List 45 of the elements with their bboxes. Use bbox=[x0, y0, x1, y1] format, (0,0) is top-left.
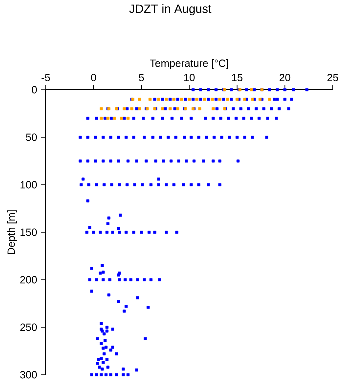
x-tick-label: 10 bbox=[184, 74, 195, 82]
y-tick-label: 250 bbox=[20, 324, 37, 332]
point bbox=[210, 98, 214, 102]
point bbox=[122, 108, 126, 111]
point bbox=[268, 98, 272, 102]
point bbox=[138, 108, 142, 111]
point bbox=[113, 117, 116, 120]
y-tick-label: 50 bbox=[26, 134, 38, 142]
y-tick-label: 100 bbox=[20, 181, 37, 189]
point bbox=[198, 108, 202, 111]
point bbox=[196, 98, 199, 102]
point bbox=[168, 108, 172, 111]
point bbox=[212, 108, 215, 111]
point bbox=[172, 98, 176, 102]
point bbox=[180, 98, 184, 102]
x-tick-label: 25 bbox=[328, 74, 338, 82]
point bbox=[218, 98, 222, 102]
point bbox=[126, 117, 130, 120]
point bbox=[226, 98, 230, 102]
point bbox=[164, 98, 168, 102]
point bbox=[100, 108, 103, 111]
y-tick-label: 0 bbox=[32, 86, 38, 94]
point bbox=[130, 108, 134, 111]
x-tick-label: 15 bbox=[232, 74, 243, 82]
x-tick-label: 0 bbox=[91, 74, 96, 82]
point bbox=[106, 117, 110, 120]
y-tick-label: 150 bbox=[20, 228, 37, 236]
y-tick-label: 300 bbox=[20, 371, 37, 379]
y-axis-title: Depth [m] bbox=[7, 210, 18, 254]
point bbox=[161, 108, 164, 111]
x-tick-label: 5 bbox=[139, 74, 144, 82]
point bbox=[250, 88, 254, 92]
point bbox=[203, 98, 206, 102]
point bbox=[157, 98, 160, 102]
y-tick-label: 200 bbox=[20, 276, 37, 284]
point bbox=[100, 117, 103, 120]
point bbox=[188, 98, 191, 102]
point bbox=[138, 98, 142, 102]
point bbox=[120, 117, 124, 120]
x-tick-label: 20 bbox=[280, 74, 290, 82]
x-axis-title: Temperature [°C] bbox=[150, 59, 228, 70]
point bbox=[176, 108, 180, 111]
point bbox=[148, 98, 152, 102]
x-tick-label: -5 bbox=[42, 74, 50, 82]
chart-title: JDZT in August bbox=[129, 4, 212, 16]
